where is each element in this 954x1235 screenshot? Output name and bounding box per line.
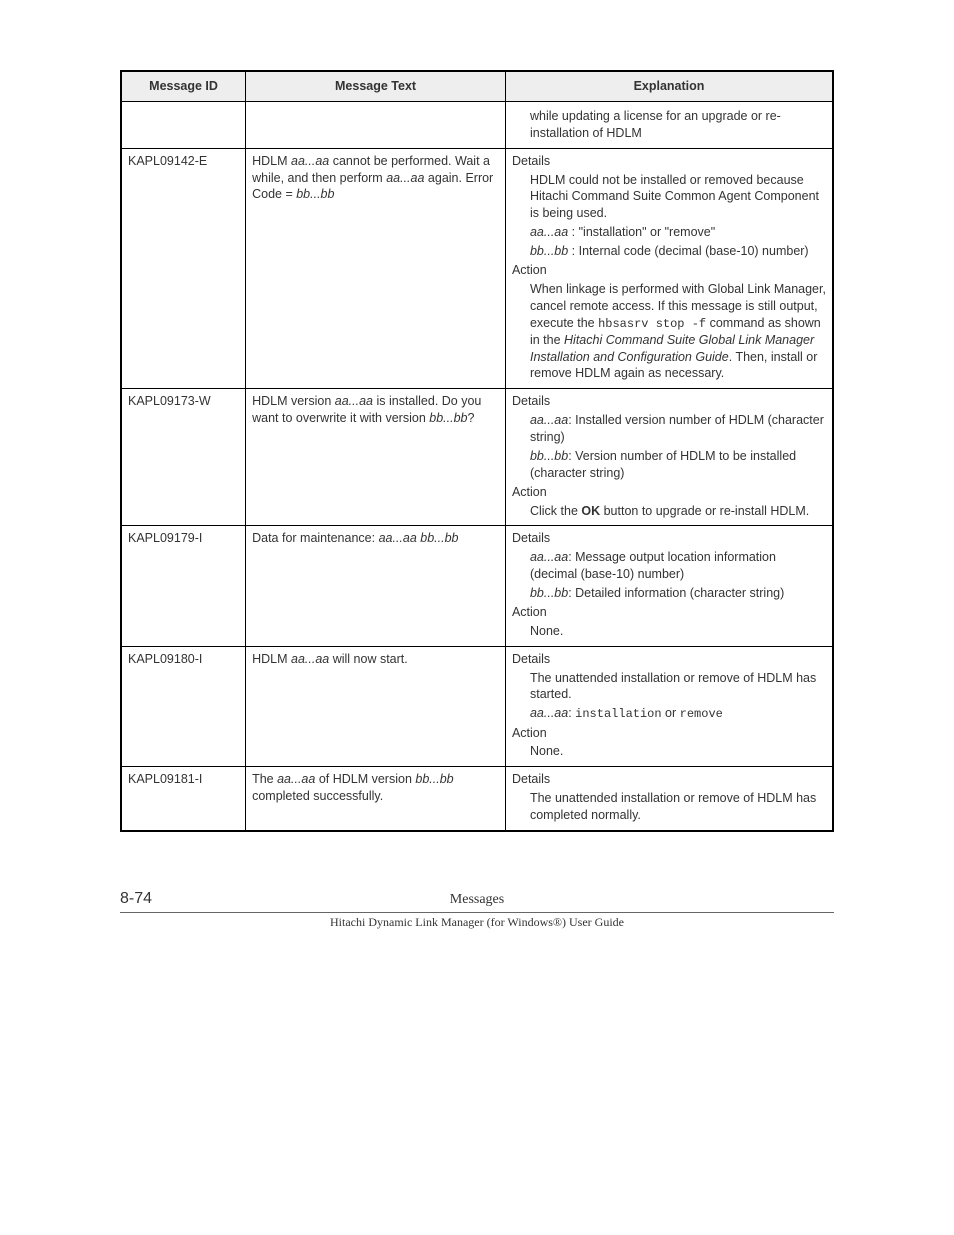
action-label: Action [512,484,826,501]
details-label: Details [512,393,826,410]
detail-text: bb...bb: Version number of HDLM to be in… [530,448,826,482]
detail-text: aa...aa : "installation" or "remove" [530,224,826,241]
detail-text: The unattended installation or remove of… [530,790,826,824]
footer-title: Messages [450,892,504,907]
table-row: while updating a license for an upgrade … [121,101,833,148]
footer-subtitle: Hitachi Dynamic Link Manager (for Window… [120,915,834,930]
action-label: Action [512,262,826,279]
message-text: HDLM aa...aa will now start. [246,646,506,767]
action-label: Action [512,725,826,742]
detail-text: bb...bb : Internal code (decimal (base-1… [530,243,826,260]
explanation-cell: Details The unattended installation or r… [505,767,833,831]
action-text: None. [530,743,826,760]
message-id: KAPL09181-I [121,767,246,831]
message-id: KAPL09173-W [121,389,246,526]
message-id: KAPL09142-E [121,148,246,389]
table-row: KAPL09173-W HDLM version aa...aa is inst… [121,389,833,526]
detail-text: aa...aa: Message output location informa… [530,549,826,583]
col-header-explanation: Explanation [505,71,833,101]
detail-text: HDLM could not be installed or removed b… [530,172,826,223]
detail-text: aa...aa: Installed version number of HDL… [530,412,826,446]
explanation-cell: while updating a license for an upgrade … [505,101,833,148]
message-text: HDLM aa...aa cannot be performed. Wait a… [246,148,506,389]
details-label: Details [512,651,826,668]
action-text: Click the OK button to upgrade or re-ins… [530,503,826,520]
table-row: KAPL09179-I Data for maintenance: aa...a… [121,526,833,646]
explanation-cell: Details aa...aa: Installed version numbe… [505,389,833,526]
explanation-cell: Details The unattended installation or r… [505,646,833,767]
page-footer: 8-74 Messages Hitachi Dynamic Link Manag… [120,892,834,930]
message-text: The aa...aa of HDLM version bb...bb comp… [246,767,506,831]
explanation-cell: Details HDLM could not be installed or r… [505,148,833,389]
detail-text: bb...bb: Detailed information (character… [530,585,826,602]
detail-text: The unattended installation or remove of… [530,670,826,704]
table-row: KAPL09142-E HDLM aa...aa cannot be perfo… [121,148,833,389]
detail-text: while updating a license for an upgrade … [530,108,826,142]
message-id: KAPL09179-I [121,526,246,646]
details-label: Details [512,771,826,788]
explanation-cell: Details aa...aa: Message output location… [505,526,833,646]
action-text: When linkage is performed with Global Li… [530,281,826,383]
action-label: Action [512,604,826,621]
message-text: HDLM version aa...aa is installed. Do yo… [246,389,506,526]
table-header-row: Message ID Message Text Explanation [121,71,833,101]
message-id: KAPL09180-I [121,646,246,767]
table-row: KAPL09181-I The aa...aa of HDLM version … [121,767,833,831]
col-header-id: Message ID [121,71,246,101]
table-row: KAPL09180-I HDLM aa...aa will now start.… [121,646,833,767]
page-number: 8-74 [120,890,152,908]
detail-text: aa...aa: installation or remove [530,705,826,722]
details-label: Details [512,530,826,547]
messages-table: Message ID Message Text Explanation whil… [120,70,834,832]
details-label: Details [512,153,826,170]
message-text: Data for maintenance: aa...aa bb...bb [246,526,506,646]
col-header-text: Message Text [246,71,506,101]
action-text: None. [530,623,826,640]
